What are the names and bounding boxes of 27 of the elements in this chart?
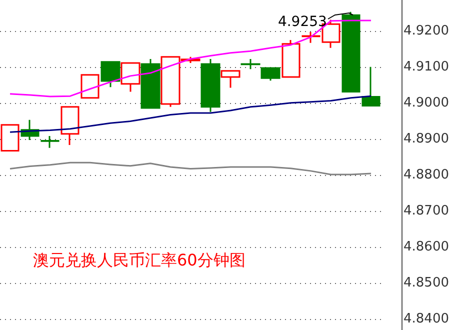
y-tick-label: 4.8600 [404,239,450,254]
candlestick [100,61,120,88]
y-tick-label: 4.8900 [404,131,450,146]
line-series [9,162,372,176]
candlestick [120,62,140,93]
y-tick-label: 4.8800 [404,167,450,182]
y-tick-label: 4.9200 [404,23,450,38]
y-tick-label: 4.8500 [404,275,450,290]
candlestick [140,58,160,109]
candlestick [240,58,260,70]
candlestick [200,58,220,113]
line-series [9,95,372,133]
candlestick [282,39,300,78]
y-tick-label: 4.9100 [404,59,450,74]
candlestick [342,11,360,93]
annotation: 4.9253 [278,14,327,30]
candlestick [260,67,280,82]
candlestick [60,106,80,146]
candlestick [220,70,240,89]
y-tick-label: 4.8400 [404,311,450,326]
y-tick-label: 4.8700 [404,203,450,218]
candlestick [362,66,380,107]
text: 澳元兑换人民币汇率60分钟图 [33,250,246,270]
candlestick [40,135,60,149]
candlestick [80,74,100,99]
y-tick-label: 4.9000 [404,95,450,110]
candlestick [0,124,20,152]
